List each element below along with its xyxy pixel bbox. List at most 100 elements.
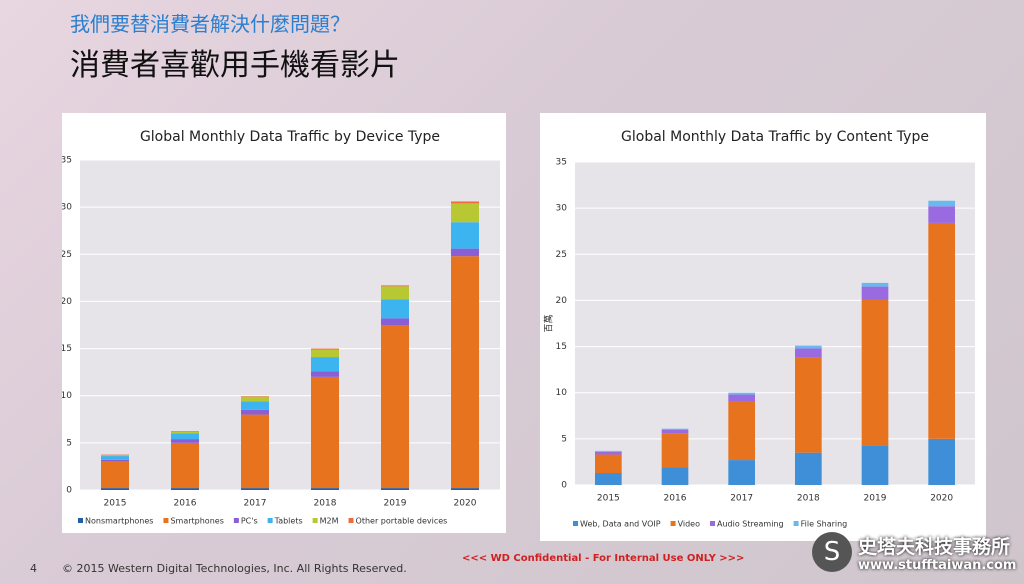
- bar-segment: [171, 433, 199, 440]
- y-tick-label: 10: [62, 391, 72, 401]
- chart: Global Monthly Data Traffic by Content T…: [540, 113, 986, 541]
- bar-segment: [451, 222, 479, 249]
- bar-segment: [728, 392, 755, 395]
- x-tick-label: 2020: [930, 494, 953, 504]
- bar-segment: [861, 299, 889, 446]
- bar-segment: [311, 376, 339, 489]
- bar-segment: [661, 433, 689, 468]
- legend-swatch: [573, 521, 578, 526]
- bar-segment: [381, 318, 409, 325]
- legend-swatch: [793, 521, 799, 526]
- bar-segment: [861, 286, 889, 300]
- bar-segment: [861, 282, 889, 287]
- bar-segment: [381, 488, 409, 490]
- bar-segment: [795, 452, 822, 485]
- bar-segment: [241, 396, 269, 402]
- legend-swatch: [670, 521, 676, 526]
- legend-label: Other portable devices: [356, 517, 448, 526]
- bar-segment: [101, 456, 129, 460]
- legend-label: Audio Streaming: [717, 520, 784, 529]
- legend-swatch: [267, 518, 273, 523]
- bar-segment: [728, 460, 755, 485]
- bar-segment: [171, 439, 199, 443]
- bar-segment: [661, 467, 689, 485]
- legend-swatch: [348, 518, 354, 523]
- x-tick-label: 2017: [730, 494, 753, 504]
- chart: Global Monthly Data Traffic by Device Ty…: [62, 113, 506, 533]
- bar-segment: [101, 455, 129, 457]
- bar-segment: [595, 451, 622, 455]
- y-tick-label: 0: [561, 481, 567, 491]
- y-tick-label: 25: [62, 250, 72, 260]
- x-tick-label: 2015: [104, 499, 127, 509]
- bar-segment: [595, 450, 622, 452]
- bar-segment: [451, 203, 479, 223]
- bar-segment: [171, 488, 199, 490]
- bar-segment: [451, 256, 479, 489]
- x-tick-label: 2018: [797, 494, 820, 504]
- x-tick-label: 2016: [664, 494, 687, 504]
- bar-segment: [795, 348, 822, 358]
- chart-title: Global Monthly Data Traffic by Content T…: [621, 129, 929, 145]
- y-tick-label: 20: [62, 297, 72, 307]
- x-tick-label: 2019: [384, 499, 407, 509]
- y-tick-label: 5: [561, 434, 567, 444]
- bar-segment: [928, 222, 955, 439]
- x-tick-label: 2020: [454, 499, 477, 509]
- x-tick-label: 2018: [314, 499, 337, 509]
- bar-segment: [451, 201, 479, 204]
- bar-segment: [928, 206, 955, 223]
- bar-segment: [861, 445, 889, 485]
- legend-label: PC's: [241, 517, 258, 526]
- legend-label: File Sharing: [801, 520, 848, 529]
- bar-segment: [451, 488, 479, 490]
- copyright: © 2015 Western Digital Technologies, Inc…: [62, 562, 407, 575]
- bar-segment: [928, 200, 955, 207]
- bar-segment: [241, 409, 269, 415]
- bar-segment: [595, 454, 622, 474]
- y-tick-label: 0: [66, 486, 72, 496]
- x-tick-label: 2019: [864, 494, 887, 504]
- legend-label: Nonsmartphones: [85, 517, 153, 526]
- bar-segment: [661, 429, 689, 434]
- y-tick-label: 10: [556, 388, 568, 398]
- y-tick-label: 15: [556, 342, 567, 352]
- watermark-url: www.stufftaiwan.com: [858, 558, 1017, 573]
- bar-segment: [728, 394, 755, 402]
- bar-segment: [311, 371, 339, 377]
- x-tick-label: 2016: [174, 499, 197, 509]
- bar-segment: [451, 248, 479, 257]
- y-tick-label: 15: [62, 344, 72, 354]
- bar-segment: [795, 345, 822, 349]
- bar-segment: [595, 473, 622, 485]
- x-tick-label: 2015: [597, 494, 620, 504]
- legend-label: Tablets: [274, 517, 303, 526]
- legend-swatch: [710, 521, 715, 526]
- legend-label: Web, Data and VOIP: [580, 520, 661, 529]
- slide-subtitle: 我們要替消費者解決什麼問題？: [70, 12, 350, 36]
- legend-swatch: [78, 518, 83, 523]
- plot-area: [80, 160, 500, 490]
- bar-segment: [381, 299, 409, 319]
- bar-segment: [101, 459, 129, 462]
- bar-segment: [381, 285, 409, 287]
- plot-area: [575, 162, 975, 485]
- legend-label: Smartphones: [170, 517, 223, 526]
- page-number: 4: [30, 562, 37, 575]
- watermark: 史塔夫科技事務所: [858, 536, 1011, 558]
- y-tick-label: 35: [556, 158, 567, 168]
- slide-title: 消費者喜歡用手機看影片: [70, 48, 400, 83]
- bar-segment: [928, 438, 955, 485]
- y-tick-label: 30: [556, 204, 568, 214]
- bar-segment: [241, 488, 269, 490]
- bar-segment: [311, 488, 339, 490]
- y-tick-label: 30: [62, 203, 72, 213]
- legend-label: M2M: [320, 517, 339, 526]
- y-tick-label: 5: [66, 438, 72, 448]
- bar-segment: [661, 428, 689, 430]
- chart-title: Global Monthly Data Traffic by Device Ty…: [140, 129, 440, 145]
- bar-segment: [101, 461, 129, 489]
- bar-segment: [241, 401, 269, 410]
- y-tick-label: 35: [62, 156, 72, 166]
